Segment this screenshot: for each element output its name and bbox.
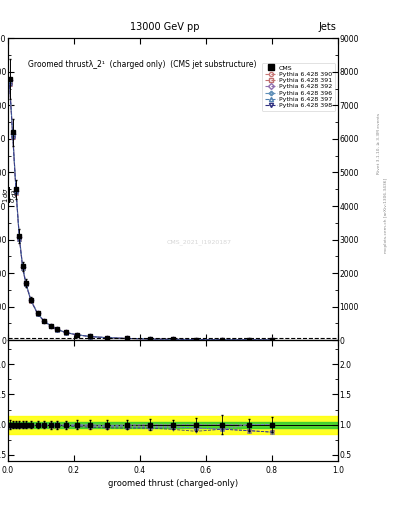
Legend: CMS, Pythia 6.428 390, Pythia 6.428 391, Pythia 6.428 392, Pythia 6.428 396, Pyt: CMS, Pythia 6.428 390, Pythia 6.428 391,…	[262, 62, 335, 111]
Text: $\frac{1}{\sigma}\frac{d\sigma}{d\lambda}$: $\frac{1}{\sigma}\frac{d\sigma}{d\lambda…	[2, 186, 20, 203]
Text: mcplots.cern.ch [arXiv:1306.3436]: mcplots.cern.ch [arXiv:1306.3436]	[384, 178, 388, 252]
Text: Rivet 3.1.10, ≥ 3.3M events: Rivet 3.1.10, ≥ 3.3M events	[377, 113, 381, 174]
Text: CMS_2021_I1920187: CMS_2021_I1920187	[167, 240, 232, 245]
X-axis label: groomed thrust (charged-only): groomed thrust (charged-only)	[108, 479, 238, 488]
Text: 13000 GeV pp: 13000 GeV pp	[130, 22, 200, 32]
Text: Groomed thrustλ_2¹  (charged only)  (CMS jet substructure): Groomed thrustλ_2¹ (charged only) (CMS j…	[28, 59, 256, 69]
Text: Jets: Jets	[318, 22, 336, 32]
